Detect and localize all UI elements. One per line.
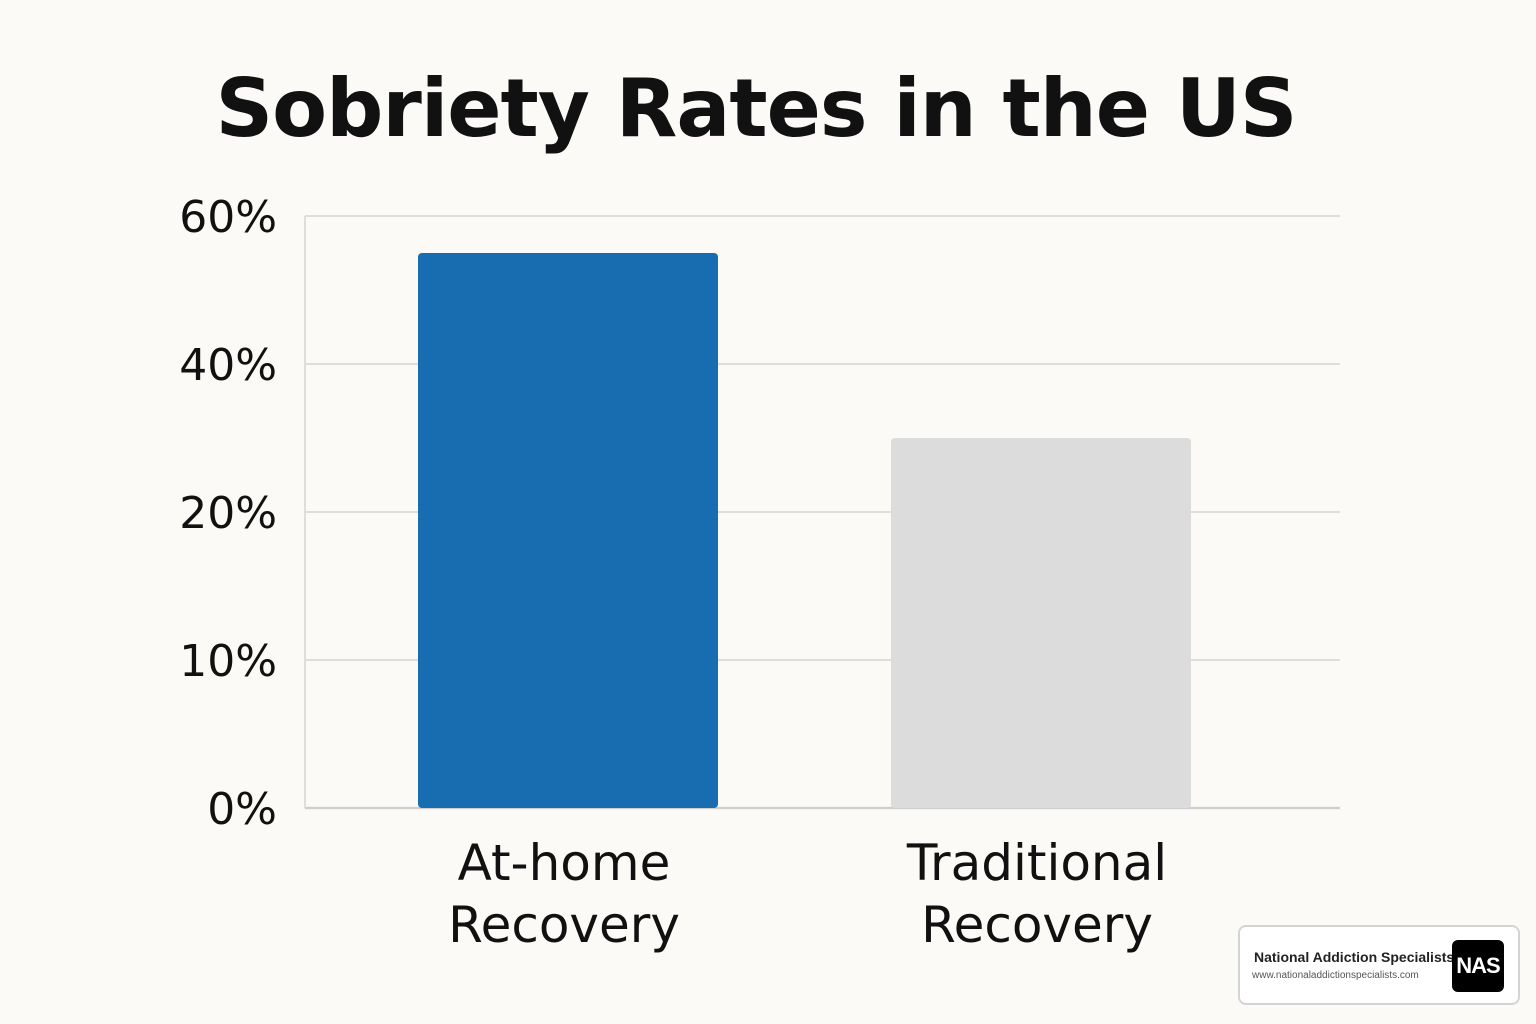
y-tick-label: 20% <box>179 488 277 539</box>
y-tick-label: 0% <box>207 784 277 835</box>
bars <box>418 253 1191 808</box>
brand-badge: National Addiction Specialists www.natio… <box>1238 925 1520 1005</box>
brand-logo-icon: NAS <box>1452 940 1504 992</box>
x-category-label-line: At-home <box>458 834 671 892</box>
bar <box>418 253 718 808</box>
x-category-label: At-home Recovery <box>448 834 680 954</box>
y-tick-label: 40% <box>179 340 277 391</box>
y-tick-label: 10% <box>179 636 277 687</box>
bar <box>891 438 1191 808</box>
x-category-label-line: Traditional <box>906 834 1167 892</box>
y-axis-ticks: 0% 10% 20% 40% 60% <box>179 192 277 835</box>
x-category-label-line: Recovery <box>921 896 1153 954</box>
chart-title: Sobriety Rates in the US <box>215 62 1298 155</box>
x-category-label-line: Recovery <box>448 896 680 954</box>
brand-url: www.nationaladdictionspecialists.com <box>1252 970 1419 981</box>
brand-name: National Addiction Specialists <box>1254 949 1455 965</box>
y-tick-label: 60% <box>179 192 277 243</box>
x-category-label: Traditional Recovery <box>906 834 1167 954</box>
